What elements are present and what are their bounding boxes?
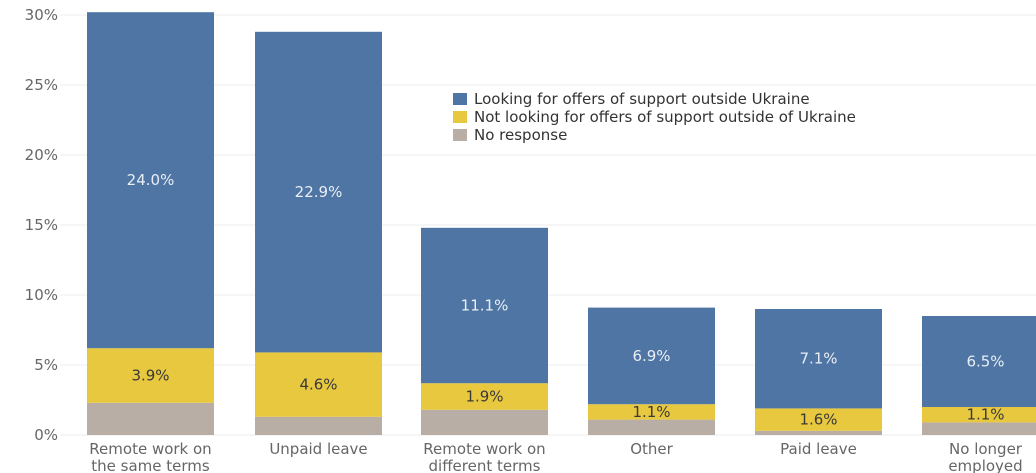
x-tick-label-0-0: Remote work on (89, 440, 211, 458)
x-tick-label-1-0: Unpaid leave (269, 440, 367, 458)
x-tick-label-5-0: No longer (949, 440, 1023, 458)
y-tick-label-2: 10% (25, 286, 58, 304)
x-tick-label-2-0: Remote work on (423, 440, 545, 458)
bar-seg-3-2 (588, 307, 715, 405)
legend-swatch-looking (453, 93, 467, 105)
bar-seg-0-2 (87, 12, 214, 349)
bar-seg-1-1 (255, 352, 382, 417)
x-tick-label-2-1: different terms (429, 457, 541, 473)
y-tick-label-5: 25% (25, 76, 58, 94)
data-label-4-1: 1.6% (799, 411, 837, 429)
x-tick-label-3-0: Other (630, 440, 673, 458)
data-label-5-1: 1.1% (966, 406, 1004, 424)
y-tick-label-0: 0% (34, 426, 58, 444)
bar-seg-2-0 (421, 409, 548, 435)
y-tick-label-4: 20% (25, 146, 58, 164)
data-label-0-2: 24.0% (127, 171, 175, 189)
data-label-1-2: 22.9% (295, 183, 343, 201)
legend-item-looking: Looking for offers of support outside Uk… (453, 90, 856, 108)
legend-item-no-response: No response (453, 126, 856, 144)
bar-seg-4-0 (755, 430, 882, 435)
bar-seg-4-2 (755, 309, 882, 409)
legend: Looking for offers of support outside Uk… (453, 90, 856, 144)
x-tick-label-4-0: Paid leave (780, 440, 857, 458)
bar-seg-2-2 (421, 227, 548, 384)
y-tick-label-1: 5% (34, 356, 58, 374)
bar-seg-5-2 (922, 316, 1036, 407)
data-label-4-2: 7.1% (799, 350, 837, 368)
data-label-5-2: 6.5% (966, 353, 1004, 371)
bar-seg-3-0 (588, 419, 715, 435)
legend-swatch-no-response (453, 129, 467, 141)
data-label-0-1: 3.9% (131, 367, 169, 385)
x-tick-label-5-1: employed (948, 457, 1022, 473)
y-tick-label-6: 30% (25, 6, 58, 24)
bar-seg-0-1 (87, 348, 214, 403)
x-tick-label-0-1: the same terms (91, 457, 210, 473)
y-tick-label-3: 15% (25, 216, 58, 234)
bar-seg-5-1 (922, 407, 1036, 423)
data-label-1-1: 4.6% (299, 376, 337, 394)
legend-label-not-looking: Not looking for offers of support outsid… (474, 108, 856, 126)
bar-seg-0-0 (87, 402, 214, 435)
bar-seg-5-0 (922, 422, 1036, 435)
bar-seg-1-0 (255, 416, 382, 435)
bar-seg-1-2 (255, 31, 382, 353)
bar-seg-3-1 (588, 404, 715, 420)
bar-seg-2-1 (421, 383, 548, 410)
data-label-2-1: 1.9% (465, 388, 503, 406)
data-label-2-2: 11.1% (461, 297, 509, 315)
legend-item-not-looking: Not looking for offers of support outsid… (453, 108, 856, 126)
data-label-3-2: 6.9% (632, 347, 670, 365)
legend-label-no-response: No response (474, 126, 568, 144)
legend-swatch-not-looking (453, 111, 467, 123)
bar-seg-4-1 (755, 408, 882, 431)
legend-label-looking: Looking for offers of support outside Uk… (474, 90, 810, 108)
data-label-3-1: 1.1% (632, 403, 670, 421)
